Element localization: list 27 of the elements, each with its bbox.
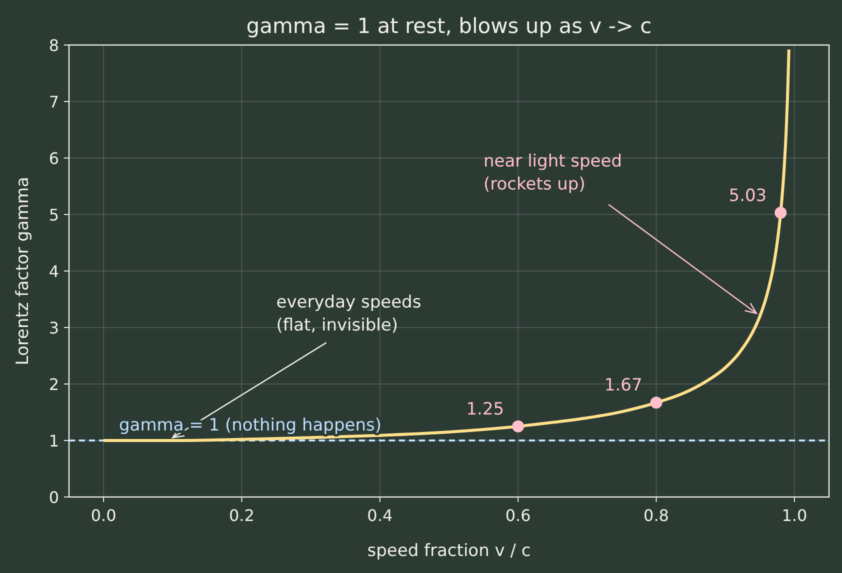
y-tick-label: 7 (48, 92, 59, 112)
x-tick-label: 1.0 (782, 506, 808, 525)
point (650, 396, 662, 409)
y-tick-label: 1 (48, 432, 59, 450)
chart-title: gamma = 1 at rest, blows up as v -> c (246, 14, 652, 38)
x-tick-label: 0.8 (644, 506, 669, 525)
y-tick-label: 5 (48, 206, 59, 224)
data-label: 5.03 (728, 186, 767, 206)
y-tick-label: 3 (48, 318, 59, 338)
y-tick-label: 6 (48, 149, 59, 168)
point (512, 420, 524, 432)
line-series (102, 48, 790, 442)
y-tick-label: 4 (48, 262, 59, 281)
point (774, 206, 787, 219)
x-tick-label: 0.6 (505, 506, 531, 525)
x-tick-label: 0.2 (229, 506, 254, 525)
y-tick-label: 2 (48, 375, 59, 394)
data-label: 1.67 (604, 376, 642, 396)
y-axis-title: Lorentz factor gamma (13, 176, 33, 366)
x-axis-title: speed fraction v / c (367, 541, 531, 561)
x-tick-label: 0.0 (90, 506, 116, 525)
y-tick-label: 8 (48, 36, 59, 55)
annotation: near light speed (rockets up) (484, 151, 622, 194)
annotation: everyday speeds (flat, invisible) (276, 292, 422, 336)
x-tick-label: 0.4 (367, 506, 393, 525)
data-label: 1.25 (466, 399, 504, 420)
y-tick-label: 0 (48, 488, 59, 507)
